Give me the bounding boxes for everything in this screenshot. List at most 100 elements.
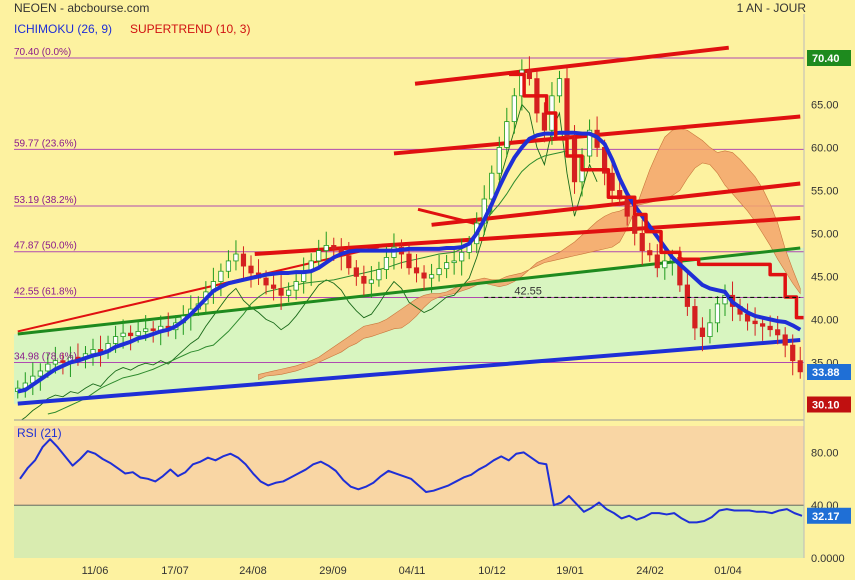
x-tick-label: 24/08 <box>239 565 267 577</box>
channel-fill <box>14 247 804 404</box>
x-tick-label: 01/04 <box>714 565 742 577</box>
y-tick-label: 50.00 <box>811 228 839 240</box>
candle-body <box>286 289 292 296</box>
y-tick-label: 40.00 <box>811 314 839 326</box>
candle-body <box>662 260 668 269</box>
candle-body <box>376 269 382 281</box>
candle-body <box>52 360 58 365</box>
candle-body <box>752 320 758 325</box>
candle-body <box>406 253 412 269</box>
candle-body <box>383 257 390 270</box>
candle-body <box>218 270 224 282</box>
rsi-label: RSI (21) <box>17 426 62 440</box>
candle-body <box>421 272 427 279</box>
trend-channel-line <box>254 215 801 257</box>
candle-body <box>692 306 698 329</box>
candle-body <box>428 274 435 279</box>
candle-body <box>526 69 532 80</box>
candle-body <box>263 277 269 286</box>
candle-body <box>639 232 645 251</box>
candle-body <box>444 262 450 270</box>
candle-body <box>624 198 630 217</box>
candle-body <box>120 332 126 337</box>
ichimoku-label: ICHIMOKU (26, 9) <box>14 22 112 36</box>
value-tag <box>807 396 851 413</box>
period-label: 1 AN - JOUR <box>737 1 807 15</box>
rsi-overbought-zone <box>14 426 804 506</box>
candle-body <box>489 172 495 200</box>
fib-label: 47.87 (50.0%) <box>14 241 77 252</box>
rsi-value-tag-label: 32.17 <box>812 511 840 523</box>
candle-body <box>459 251 465 262</box>
fib-label: 59.77 (23.6%) <box>14 138 77 149</box>
rsi-value-tag <box>807 507 851 524</box>
chart-title: NEOEN - abcbourse.com <box>14 1 149 15</box>
value-tag-label: 70.40 <box>812 53 840 65</box>
candle-body <box>684 284 690 307</box>
candle-body <box>436 268 442 276</box>
candle-body <box>346 255 352 269</box>
trend-channel-line <box>431 181 801 227</box>
candle-body <box>571 138 578 183</box>
candle-body <box>609 172 615 191</box>
candle-body <box>541 112 548 131</box>
x-tick-label: 10/12 <box>478 565 506 577</box>
candle-body <box>233 253 239 262</box>
candle-body <box>143 328 149 332</box>
fib-label: 42.55 (61.8%) <box>14 286 77 297</box>
rsi-line <box>19 438 803 524</box>
candle-body <box>331 245 337 250</box>
trend-channel-line <box>417 207 481 227</box>
candle-body <box>278 288 284 296</box>
ichimoku-cloud <box>258 128 801 381</box>
y-tick-label: 55.00 <box>811 185 839 197</box>
candle-body <box>323 245 329 251</box>
candle-body <box>767 325 773 331</box>
value-tag <box>807 363 851 380</box>
candle-body <box>361 275 367 284</box>
candle-body <box>760 323 766 327</box>
candle-body <box>775 329 781 336</box>
y-tick-label: 60.00 <box>811 142 839 154</box>
x-tick-label: 11/06 <box>82 565 109 577</box>
fib-label: 70.40 (0.0%) <box>14 47 71 58</box>
trend-channel-line <box>17 338 801 406</box>
candle-body <box>368 279 374 284</box>
rsi-y-tick-label: 0.0000 <box>811 553 845 565</box>
candle-body <box>37 370 43 377</box>
candle-body <box>225 260 232 272</box>
fib-label: 34.98 (78.6%) <box>14 352 77 363</box>
candle-body <box>150 328 156 331</box>
annotation-label: 42.55 <box>514 285 542 297</box>
rsi-oversold-zone <box>14 505 804 558</box>
y-tick-label: 65.00 <box>811 99 839 111</box>
candle-body <box>135 331 141 337</box>
rsi-y-tick-label: 80.00 <box>811 447 839 459</box>
value-tag-label: 33.88 <box>812 367 840 379</box>
trend-channel-line <box>17 246 801 336</box>
candle-body <box>248 265 254 274</box>
candle-body <box>316 250 322 262</box>
candle-body <box>496 147 502 174</box>
value-tag-label: 30.10 <box>812 400 840 412</box>
candle-body <box>714 303 721 324</box>
candle-body <box>782 334 788 346</box>
candle-body <box>654 254 660 269</box>
candle-body <box>353 267 359 277</box>
candle-body <box>707 322 713 337</box>
trend-channel-line <box>414 45 729 86</box>
y-tick-label: 45.00 <box>811 271 839 283</box>
supertrend-line <box>509 72 804 320</box>
candle-body <box>45 363 51 372</box>
candle-body <box>797 360 803 373</box>
candle-body <box>632 215 638 234</box>
candle-body <box>556 78 563 97</box>
candle-body <box>790 344 796 362</box>
candle-body <box>451 260 457 264</box>
value-tag <box>807 50 851 66</box>
candle-body <box>511 95 517 123</box>
candle-body <box>240 253 247 267</box>
chikou-line <box>20 103 598 420</box>
